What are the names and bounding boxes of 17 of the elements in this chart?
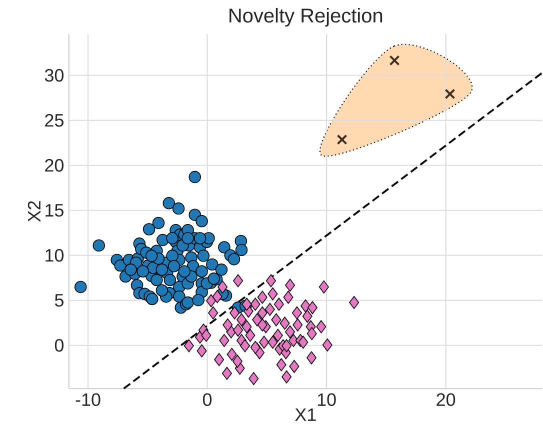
y-tick-label: 5 [54,294,64,307]
x-tick-label: 0 [202,394,212,406]
x-tick-label: 10 [318,394,336,406]
y-tick-label: 30 [44,69,64,82]
y-tick-label: 0 [54,339,64,352]
chart-title: Novelty Rejection [230,8,382,27]
x-tick-label: 20 [436,394,456,406]
y-tick-label: 25 [45,114,64,127]
y-axis-title: X2 [28,201,40,222]
y-tick-label: 15 [46,204,64,217]
point [444,88,456,100]
point [389,55,400,66]
y-tick-label: 10 [46,249,64,262]
x-axis-title: X1 [295,408,316,422]
point [336,134,348,146]
y-tick-label: 20 [45,159,64,172]
x-tick-label: -10 [76,394,100,406]
